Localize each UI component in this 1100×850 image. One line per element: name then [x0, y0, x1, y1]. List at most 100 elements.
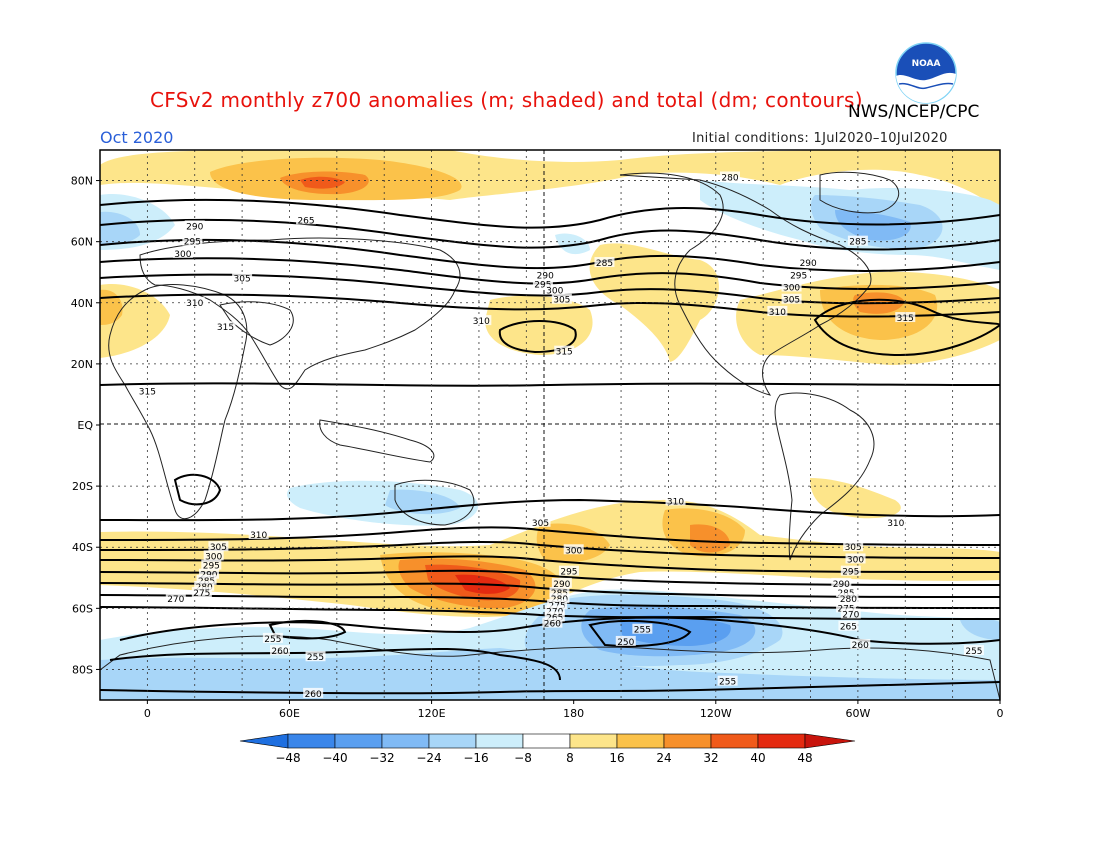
colorbar-right-arrow	[804, 733, 856, 749]
contour-label: 315	[217, 323, 234, 333]
contour-label-bg	[198, 568, 219, 579]
colorbar-tick-label: 48	[797, 751, 812, 765]
contour-label: 305	[234, 274, 251, 284]
colorbar-swatch	[616, 733, 665, 749]
contour-label-bg	[535, 269, 556, 280]
contour-label: 315	[139, 387, 156, 397]
lat-tick-label: 40S	[72, 541, 93, 554]
colorbar-tick-label: −40	[322, 751, 347, 765]
contour-label: 255	[634, 626, 651, 636]
lat-tick-label: 80S	[72, 663, 93, 676]
colorbar-swatch	[522, 733, 571, 749]
lat-tick-label: 20N	[71, 358, 93, 371]
contour-label: 255	[264, 635, 281, 645]
contour-label-bg	[767, 305, 788, 316]
contour-label: 300	[847, 555, 864, 565]
lon-tick-label: 60W	[845, 707, 870, 720]
figure-title: CFSv2 monthly z700 anomalies (m; shaded)…	[150, 88, 863, 112]
noaa-logo-icon: NOAA	[895, 42, 957, 104]
colorbar-swatch	[475, 733, 524, 749]
contour-label-bg	[895, 312, 916, 323]
lat-tick-label: 80N	[71, 175, 93, 188]
contour-label-bg	[296, 214, 317, 225]
lon-tick-label: 60E	[279, 707, 300, 720]
contour-label: 295	[203, 562, 220, 572]
contour-label-bg	[248, 529, 269, 539]
colorbar-tick-label: 16	[609, 751, 624, 765]
colorbar-swatch	[381, 733, 430, 749]
contour-label: 270	[167, 595, 184, 605]
colorbar-swatch	[757, 733, 806, 749]
colorbar-tick-label: −24	[416, 751, 441, 765]
contour-label-bg	[544, 605, 565, 616]
contour-label-bg	[194, 580, 215, 591]
lon-tick-label: 0	[997, 707, 1004, 720]
contour-label: 295	[842, 568, 859, 578]
lat-axis: 80N 60N 40N 20N EQ 20S 40S 60S 80S	[71, 175, 100, 676]
contour-label-bg	[208, 541, 229, 552]
lat-tick-label: 60N	[71, 236, 93, 249]
contour-label: 285	[596, 259, 613, 269]
colorbar-swatch	[287, 733, 336, 749]
contour-label-bg	[840, 565, 861, 576]
contour-label: 265	[840, 623, 857, 633]
contour-label-bg	[885, 516, 906, 527]
contour-label-bg	[847, 235, 868, 246]
lat-tick-label: 20S	[72, 480, 93, 493]
contour-label: 290	[537, 271, 554, 281]
contour-label-bg	[191, 587, 212, 598]
coastlines	[100, 171, 1000, 700]
lat-tick-label: EQ	[77, 419, 93, 432]
contour-label-bg	[196, 574, 217, 585]
contour-label: 310	[250, 531, 267, 541]
contour-label-bg	[305, 651, 326, 662]
contour-label: 315	[556, 348, 573, 358]
contour-label-bg	[781, 293, 802, 304]
contour-label-bg	[137, 385, 158, 396]
colorbar-tick-label: −8	[514, 751, 532, 765]
contour-label-bg	[840, 608, 861, 619]
contour-label: 305	[783, 296, 800, 306]
contour-label: 310	[473, 317, 490, 327]
contour-label-bg	[172, 247, 193, 258]
contour-label-bg	[717, 675, 738, 686]
contour-label-bg	[303, 687, 324, 698]
colorbar-tick-label: −32	[369, 751, 394, 765]
contour-label: 250	[617, 638, 634, 648]
contour-label-bg	[843, 541, 864, 552]
contour-label: 295	[790, 271, 807, 281]
contour-label-bg	[549, 587, 570, 598]
contour-label-bg	[798, 257, 819, 268]
contour-label-bg	[781, 281, 802, 292]
colorbar-tick-label: −48	[275, 751, 300, 765]
contour-label-bg	[270, 645, 290, 656]
contour-label: 275	[193, 589, 210, 599]
contour-label-bg	[632, 623, 653, 634]
contour-label-bg	[665, 495, 686, 506]
contour-label: 300	[174, 250, 191, 260]
contour-label-bg	[215, 321, 236, 332]
colorbar-swatch	[334, 733, 383, 749]
contour-label: 310	[769, 308, 786, 318]
contour-label: 305	[210, 543, 227, 553]
contour-label: 260	[305, 690, 322, 700]
contour-label: 315	[897, 314, 914, 324]
contour-label-bg	[184, 296, 205, 307]
contour-label: 265	[297, 216, 314, 226]
contour-label: 300	[565, 546, 582, 556]
contour-label: 300	[546, 287, 563, 297]
contour-label-bg	[203, 550, 224, 561]
colorbar: −48 −40 −32 −24 −16 −8 8 16 24 32 40 48	[239, 733, 856, 765]
contour-label-bg	[615, 635, 636, 646]
lon-tick-label: 180	[563, 707, 584, 720]
contour-label-bg	[720, 171, 740, 182]
initial-conditions: Initial conditions: 1Jul2020–10Jul2020	[692, 131, 948, 146]
lon-tick-label: 120E	[418, 707, 446, 720]
contour-label-bg	[184, 220, 205, 231]
lon-tick-label: 0	[144, 707, 151, 720]
contour-labels: 2802652902953003053103153152852902953003…	[137, 171, 984, 700]
contour-label: 280	[721, 174, 738, 184]
contour-label-bg	[471, 315, 492, 326]
contour-label-bg	[201, 559, 222, 570]
contour-label-bg	[836, 587, 857, 598]
